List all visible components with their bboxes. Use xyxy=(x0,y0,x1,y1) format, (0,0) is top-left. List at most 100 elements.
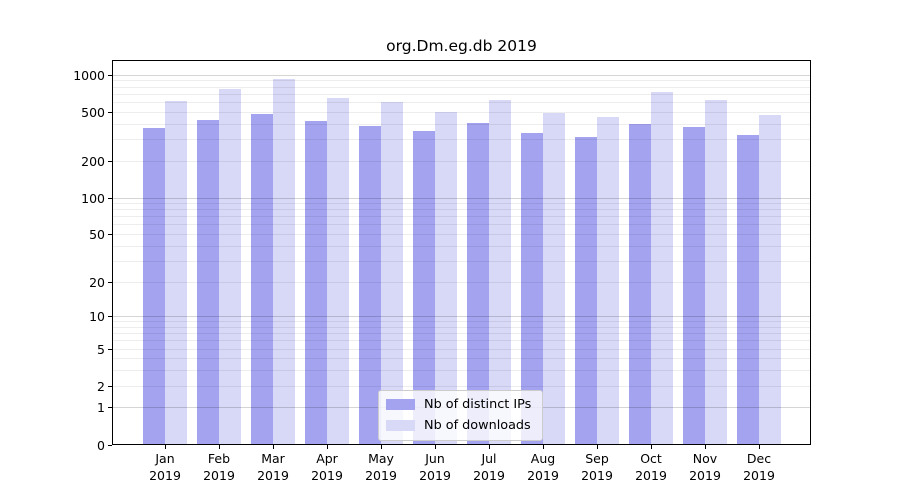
x-tick-label: Aug 2019 xyxy=(515,451,571,484)
bar-nov-distinct-ips xyxy=(682,127,705,445)
bar-feb-distinct-ips xyxy=(196,120,219,445)
x-tick-label-month: Apr xyxy=(316,451,338,466)
x-tick-mark xyxy=(542,445,544,449)
gridline-minor xyxy=(112,245,811,247)
x-tick-mark xyxy=(650,445,652,449)
gridline-minor xyxy=(112,281,811,283)
y-tick-label: 100 xyxy=(81,190,105,206)
bar-feb-downloads xyxy=(219,89,242,445)
gridline-minor xyxy=(112,234,811,236)
x-tick-label-year: 2019 xyxy=(203,467,235,483)
bar-dec-downloads xyxy=(759,115,782,445)
y-tick-label: 2 xyxy=(97,378,105,394)
gridline-minor xyxy=(112,333,811,335)
x-tick-label: Jan 2019 xyxy=(137,451,193,484)
gridline-minor xyxy=(112,321,811,323)
x-tick-label-month: Jul xyxy=(481,451,497,466)
legend-swatch-distinct-ips xyxy=(386,399,415,410)
x-tick-label-year: 2019 xyxy=(419,467,451,483)
y-tick-mark xyxy=(108,348,112,350)
bar-apr-downloads xyxy=(327,98,350,445)
x-tick-label-year: 2019 xyxy=(365,467,397,483)
y-tick-mark xyxy=(108,74,112,76)
y-tick-mark xyxy=(108,407,112,409)
x-tick-label-month: Mar xyxy=(261,451,285,466)
y-tick-label: 50 xyxy=(89,227,105,243)
plot-area xyxy=(112,60,811,445)
x-tick-mark xyxy=(164,445,166,449)
x-tick-label-year: 2019 xyxy=(581,467,613,483)
gridline-minor xyxy=(112,224,811,226)
gridline-minor xyxy=(112,139,811,141)
x-tick-label: Jun 2019 xyxy=(407,451,463,484)
bar-apr-distinct-ips xyxy=(304,120,327,445)
gridline-minor xyxy=(112,160,811,162)
y-tick-label: 5 xyxy=(97,341,105,357)
y-tick-label: 500 xyxy=(81,104,105,120)
gridline-minor xyxy=(112,340,811,342)
x-tick-label-month: May xyxy=(368,451,394,466)
bar-jul-distinct-ips xyxy=(466,122,489,445)
x-tick-label-year: 2019 xyxy=(149,467,181,483)
y-tick-label: 200 xyxy=(81,153,105,169)
x-tick-label-month: Sep xyxy=(585,451,609,466)
x-tick-mark xyxy=(272,445,274,449)
bar-jan-downloads xyxy=(165,100,188,445)
x-tick-label-year: 2019 xyxy=(527,467,559,483)
x-tick-label-year: 2019 xyxy=(311,467,343,483)
x-tick-label: Jul 2019 xyxy=(461,451,517,484)
gridline-minor xyxy=(112,216,811,218)
bar-sep-distinct-ips xyxy=(574,137,597,445)
x-tick-mark xyxy=(758,445,760,449)
bar-oct-distinct-ips xyxy=(628,123,651,445)
x-tick-mark xyxy=(704,445,706,449)
chart-title: org.Dm.eg.db 2019 xyxy=(386,37,537,55)
legend-row-distinct-ips: Nb of distinct IPs xyxy=(386,397,531,412)
gridline-minor xyxy=(112,348,811,350)
x-tick-label-year: 2019 xyxy=(473,467,505,483)
bar-nov-downloads xyxy=(705,99,728,445)
gridline-minor xyxy=(112,358,811,360)
y-tick-mark xyxy=(108,160,112,162)
gridline-minor xyxy=(112,80,811,82)
x-tick-mark xyxy=(488,445,490,449)
bar-mar-distinct-ips xyxy=(250,114,273,445)
legend-row-downloads: Nb of downloads xyxy=(386,418,531,433)
x-tick-label-month: Dec xyxy=(746,451,772,466)
gridline-minor xyxy=(112,203,811,205)
x-tick-mark xyxy=(218,445,220,449)
y-tick-mark xyxy=(108,281,112,283)
x-tick-label: Sep 2019 xyxy=(569,451,625,484)
x-tick-label-month: Oct xyxy=(640,451,662,466)
x-tick-label: Apr 2019 xyxy=(299,451,355,484)
x-tick-label-month: Nov xyxy=(692,451,718,466)
x-tick-mark xyxy=(434,445,436,449)
gridline-minor xyxy=(112,111,811,113)
bar-aug-distinct-ips xyxy=(520,133,543,445)
y-tick-mark xyxy=(108,385,112,387)
legend-label-distinct-ips: Nb of distinct IPs xyxy=(424,397,532,412)
x-tick-label-year: 2019 xyxy=(743,467,775,483)
bar-dec-distinct-ips xyxy=(736,135,759,445)
y-tick-mark xyxy=(108,234,112,236)
y-tick-mark xyxy=(108,316,112,318)
x-tick-label-year: 2019 xyxy=(635,467,667,483)
y-tick-mark xyxy=(108,444,112,446)
x-tick-label-month: Jun xyxy=(425,451,445,466)
gridline-minor xyxy=(112,93,811,95)
bar-sep-downloads xyxy=(597,116,620,445)
gridline-minor xyxy=(112,260,811,262)
gridline-minor xyxy=(112,326,811,328)
x-tick-label-year: 2019 xyxy=(257,467,289,483)
y-tick-label: 20 xyxy=(89,274,105,290)
gridline-minor xyxy=(112,370,811,372)
x-tick-label: May 2019 xyxy=(353,451,409,484)
x-tick-label-year: 2019 xyxy=(689,467,721,483)
y-tick-label: 10 xyxy=(89,309,105,325)
bar-oct-downloads xyxy=(651,91,674,445)
x-tick-mark xyxy=(380,445,382,449)
gridline-minor xyxy=(112,123,811,125)
bar-jun-downloads xyxy=(435,112,458,445)
y-tick-label: 0 xyxy=(97,437,105,453)
